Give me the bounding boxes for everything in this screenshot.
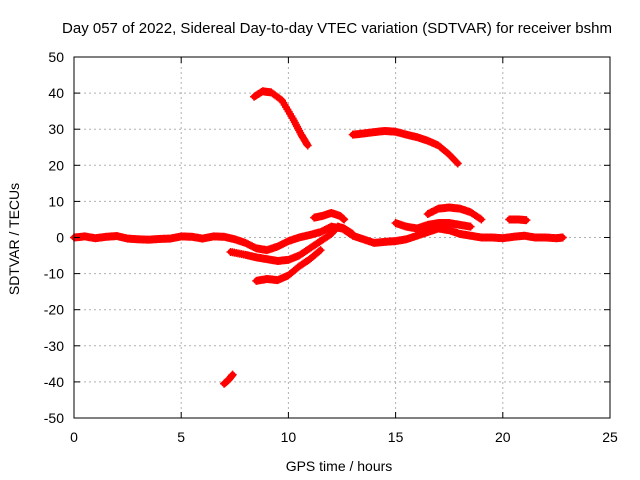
data-point [302,140,311,149]
data-point [452,158,461,167]
data-point [315,247,324,256]
y-tick-label: 40 [48,85,64,101]
series-arc-isolated [220,370,237,388]
y-tick-label: -30 [44,338,64,354]
data-series [70,87,567,388]
y-tick-label: -10 [44,266,64,282]
y-tick-label: 0 [56,230,64,246]
chart-title: Day 057 of 2022, Sidereal Day-to-day VTE… [62,20,612,37]
axis-ticks [73,56,611,419]
tick-labels: 0 5 10 15 20 25 -50 -40 -30 -20 -10 0 10 20 30 40 50 [44,49,618,445]
series-arc-hump-8 [423,203,486,224]
series-arc-hump-4 [391,219,475,233]
data-point [466,222,475,231]
data-point [558,233,567,242]
data-point [228,370,237,379]
x-tick-label: 0 [70,429,78,445]
data-point [316,246,325,255]
data-point [522,216,531,225]
x-tick-label: 15 [388,429,404,445]
y-tick-label: -40 [44,374,64,390]
x-tick-label: 5 [177,429,185,445]
y-axis-label: SDTVAR / TECUs [6,183,22,295]
data-point [303,141,312,150]
series-arc-peak-40 [250,87,312,150]
data-point [340,215,349,224]
data-point [476,214,485,223]
data-point [348,229,357,238]
y-tick-label: -20 [44,302,64,318]
data-point [477,215,486,224]
series-arc-short-20 [505,215,531,225]
y-tick-label: 20 [48,157,64,173]
x-axis-label: GPS time / hours [286,458,393,474]
x-tick-label: 10 [281,429,297,445]
y-tick-label: -50 [44,410,64,426]
series-arc-low [252,246,325,285]
series-arc-dip [226,222,357,265]
y-tick-label: 10 [48,193,64,209]
data-point [453,159,462,168]
x-tick-label: 25 [602,429,618,445]
series-arc-bump-11 [310,208,349,224]
x-tick-label: 20 [495,429,511,445]
series-arc-peak-30 [348,127,462,168]
y-tick-label: 50 [48,49,64,65]
y-tick-label: 30 [48,121,64,137]
